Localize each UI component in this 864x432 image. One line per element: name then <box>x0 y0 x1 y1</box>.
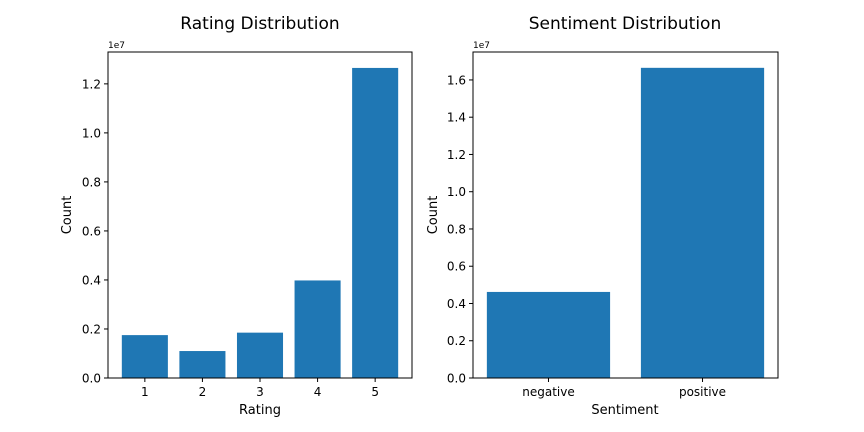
bar-1 <box>121 335 168 378</box>
axes-frame <box>472 51 779 379</box>
rating-distribution-chart: Rating Distribution 1e7 0.0 0.2 0.4 0.6 0.8 1… <box>60 14 413 418</box>
bar-positive <box>640 67 765 378</box>
x-axis-label: Rating <box>239 403 281 418</box>
y-offset-label: 1e7 <box>473 41 490 51</box>
y-tick-label: 0.8 <box>447 222 466 236</box>
y-offset-label: 1e7 <box>108 41 125 51</box>
bars <box>486 67 765 378</box>
y-tick-label: 0.0 <box>82 372 101 386</box>
y-tick-label: 1.0 <box>82 126 101 140</box>
y-tick-label: 1.4 <box>447 111 466 125</box>
x-axis-label: Sentiment <box>591 403 658 418</box>
x-tick-label: 3 <box>256 385 264 399</box>
y-tick-label: 0.2 <box>82 322 101 336</box>
bar-5 <box>352 67 399 379</box>
y-tick-label: 0.0 <box>447 372 466 386</box>
y-axis-label: Count <box>60 196 75 235</box>
y-axis-ticks: 0.0 0.2 0.4 0.6 0.8 1.0 1.2 <box>82 77 108 386</box>
y-axis-label: Count <box>426 196 441 235</box>
y-tick-label: 0.8 <box>82 175 101 189</box>
bar-4 <box>294 280 341 378</box>
x-tick-label: negative <box>522 385 574 399</box>
y-tick-label: 0.4 <box>447 297 466 311</box>
y-tick-label: 0.4 <box>82 273 101 287</box>
x-tick-label: 2 <box>199 385 207 399</box>
x-tick-label: 5 <box>371 385 379 399</box>
x-tick-label: positive <box>679 385 726 399</box>
bar-3 <box>236 332 284 378</box>
x-axis-ticks: negative positive <box>522 378 726 399</box>
bars <box>121 67 399 379</box>
bar-2 <box>179 351 226 378</box>
y-tick-label: 0.6 <box>447 260 466 274</box>
axes-frame <box>107 51 413 379</box>
x-tick-label: 4 <box>314 385 322 399</box>
chart-title: Rating Distribution <box>180 14 339 34</box>
x-tick-label: 1 <box>141 385 149 399</box>
y-tick-label: 1.6 <box>447 73 466 87</box>
y-tick-label: 0.2 <box>447 334 466 348</box>
y-tick-label: 1.0 <box>447 185 466 199</box>
sentiment-distribution-chart: Sentiment Distribution 1e7 0.00.20.40.60… <box>426 14 779 418</box>
y-axis-ticks: 0.0 0.2 0.4 0.6 0.8 1.0 1.2 1.4 1.6 <box>447 73 473 386</box>
chart-title: Sentiment Distribution <box>529 14 721 34</box>
y-tick-label: 1.2 <box>447 148 466 162</box>
x-axis-ticks: 1 2 3 4 5 <box>141 378 379 399</box>
y-tick-label: 0.6 <box>82 224 101 238</box>
y-tick-label: 1.2 <box>82 77 101 91</box>
bar-negative <box>486 291 611 378</box>
